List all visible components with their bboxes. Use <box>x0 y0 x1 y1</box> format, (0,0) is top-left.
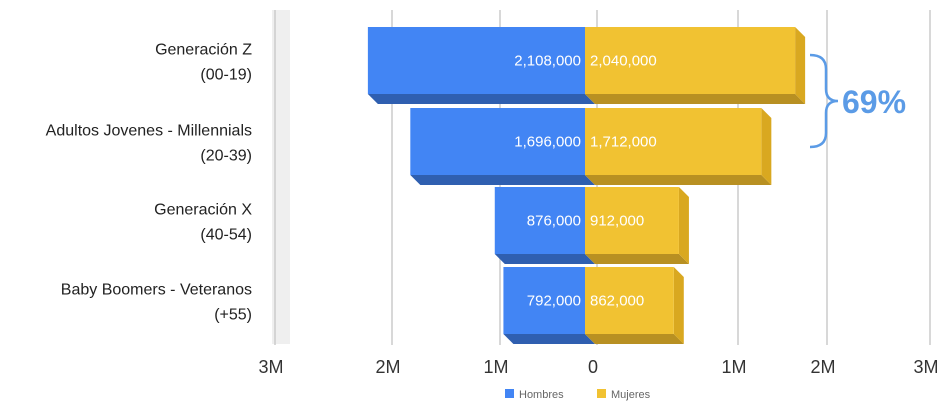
category-label: (40-54) <box>200 227 252 244</box>
x-tick-label: 2M <box>810 357 835 377</box>
bar-hombres <box>503 267 585 334</box>
legend-swatch <box>505 389 514 398</box>
bar-hombres <box>410 108 585 175</box>
bar-mujeres-side <box>673 267 684 344</box>
category-label: (+55) <box>214 307 252 324</box>
legend-label: Mujeres <box>611 389 651 401</box>
value-labels: 2,108,000 2,040,000 1,696,000 1,712,000 876,… <box>514 53 656 310</box>
left-wall <box>272 10 290 344</box>
bar-mujeres <box>585 108 762 175</box>
legend: Hombres Mujeres <box>505 389 651 401</box>
category-label: (00-19) <box>200 67 252 84</box>
value-label-mujeres: 1,712,000 <box>590 134 657 151</box>
bar-mujeres <box>585 267 674 334</box>
bar-mujeres-bottom <box>585 175 772 185</box>
bar-hombres-bottom <box>503 334 595 344</box>
category-label: Baby Boomers - Veteranos <box>61 282 252 299</box>
legend-swatch <box>597 389 606 398</box>
bars <box>367 27 806 344</box>
value-label-mujeres: 862,000 <box>590 293 644 310</box>
x-tick-label: 0 <box>588 357 598 377</box>
value-label-hombres: 1,696,000 <box>514 134 581 151</box>
x-tick-label: 2M <box>375 357 400 377</box>
category-label: Generación Z <box>155 42 252 59</box>
bar-hombres-bottom <box>367 94 595 104</box>
bar-hombres <box>494 187 585 254</box>
value-label-hombres: 876,000 <box>527 213 581 230</box>
category-label: (20-39) <box>200 148 252 165</box>
value-label-mujeres: 2,040,000 <box>590 53 657 70</box>
category-label: Generación X <box>154 202 252 219</box>
x-axis-tick-labels: 3M 2M 1M 0 1M 2M 3M <box>258 357 937 377</box>
bar-hombres <box>367 27 585 94</box>
bar-mujeres <box>585 27 796 94</box>
value-label-hombres: 792,000 <box>527 293 581 310</box>
brace-shape <box>809 53 839 149</box>
value-label-mujeres: 912,000 <box>590 213 644 230</box>
percent-label: 69% <box>842 84 906 120</box>
legend-label: Hombres <box>519 389 564 401</box>
bar-mujeres-side <box>761 108 772 185</box>
bar-mujeres-side <box>678 187 689 264</box>
bar-mujeres-bottom <box>585 334 684 344</box>
x-tick-label: 3M <box>913 357 937 377</box>
bar-hombres-bottom <box>494 254 595 264</box>
bar-mujeres-side <box>795 27 806 104</box>
percent-annotation: 69% <box>809 53 906 149</box>
bar-mujeres <box>585 187 679 254</box>
bar-mujeres-bottom <box>585 94 806 104</box>
bar-mujeres-bottom <box>585 254 689 264</box>
value-label-hombres: 2,108,000 <box>514 53 581 70</box>
x-tick-label: 1M <box>721 357 746 377</box>
category-label: Adultos Jovenes - Millennials <box>46 123 252 140</box>
category-labels: Generación Z (00-19) Adultos Jovenes - Mil… <box>46 42 253 324</box>
x-tick-label: 3M <box>258 357 283 377</box>
x-tick-label: 1M <box>483 357 508 377</box>
bar-hombres-bottom <box>410 175 595 185</box>
